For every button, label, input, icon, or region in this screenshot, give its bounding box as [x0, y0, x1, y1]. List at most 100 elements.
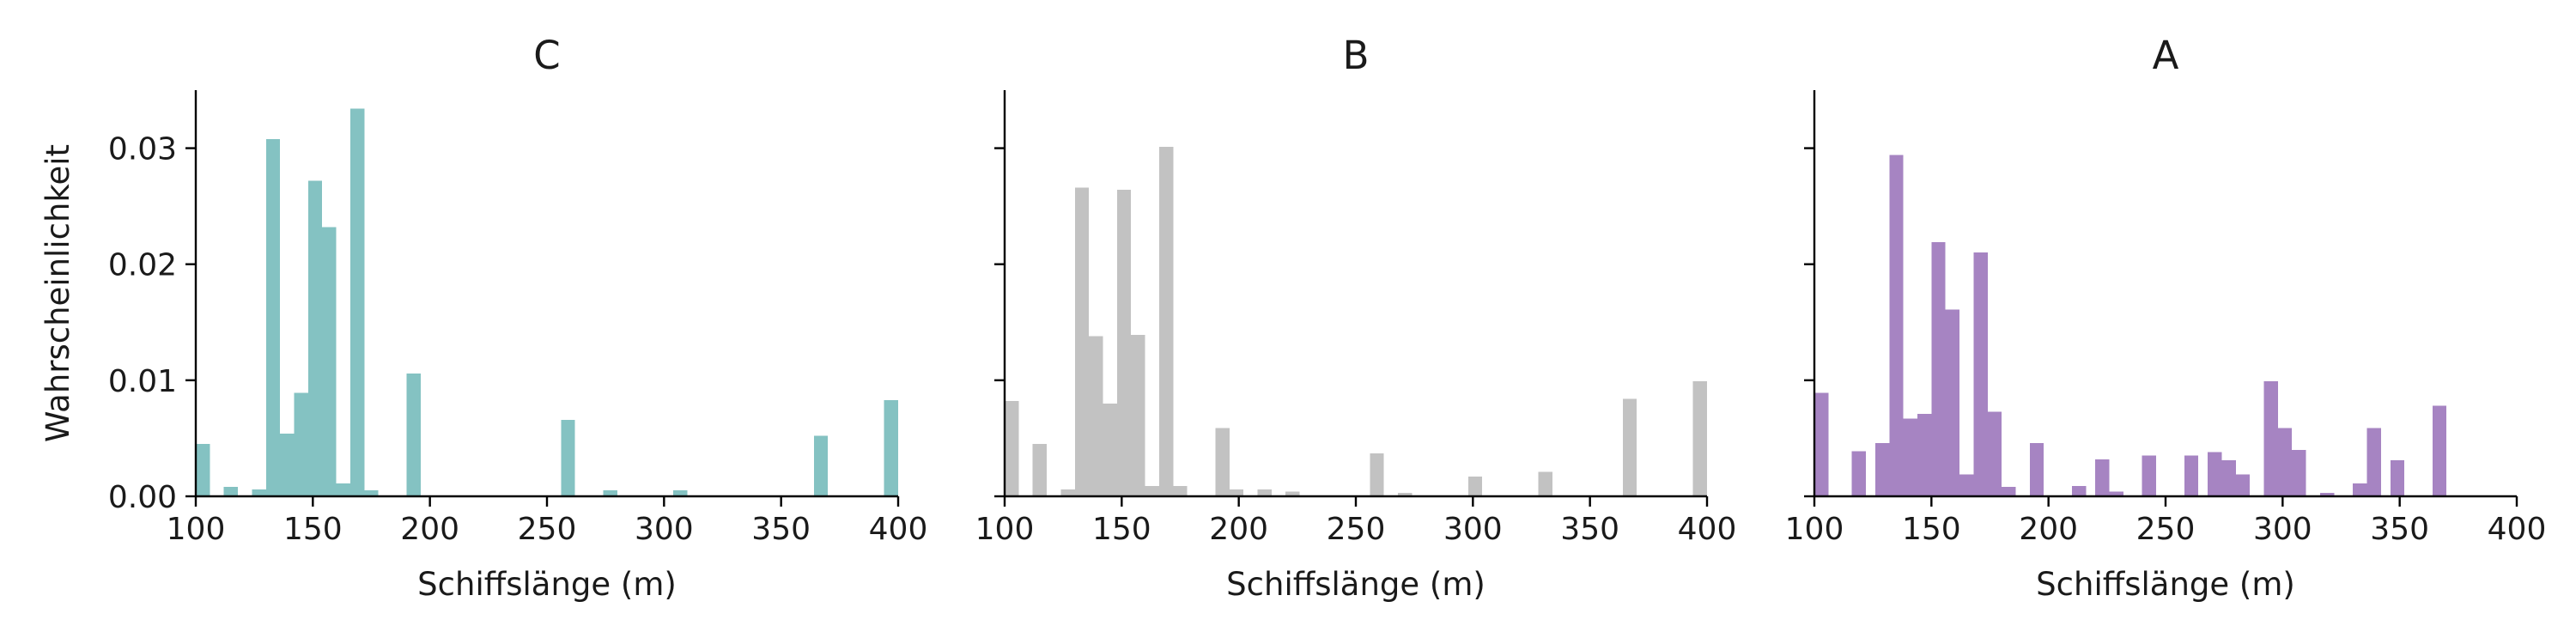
y-tick-label: 0.02: [108, 248, 177, 283]
histogram-bar: [1060, 489, 1075, 496]
panel-title: B: [1343, 33, 1370, 78]
histogram-bar: [2184, 455, 2199, 496]
histogram-bar: [1931, 242, 1946, 496]
x-axis-label: Schiffslänge (m): [1226, 566, 1485, 603]
histogram-bar: [813, 435, 829, 496]
x-tick-label: 100: [1785, 512, 1844, 547]
histogram-bar: [2029, 442, 2044, 496]
histogram-bar: [1074, 187, 1090, 496]
histogram-bar: [2235, 474, 2251, 496]
histogram-bar: [1215, 428, 1230, 496]
histogram-bar: [1987, 411, 2002, 496]
histogram-bar: [2353, 483, 2367, 496]
histogram-bar: [1032, 444, 1048, 496]
histogram-bar: [1173, 485, 1188, 496]
histogram-bar: [2109, 491, 2123, 496]
histogram-bar: [2002, 487, 2016, 496]
x-tick-label: 200: [400, 512, 459, 547]
histogram-panel-2: 100 150 200 250 300 350 400 B Schiffslänge (m): [975, 33, 1737, 603]
histogram-bar: [1959, 474, 1974, 496]
panel-title: A: [2153, 33, 2179, 78]
histogram-bar: [884, 399, 898, 496]
histogram-bar: [1692, 381, 1707, 496]
histogram-bar: [1903, 418, 1917, 496]
histogram-bar: [2221, 460, 2236, 496]
x-tick-label: 350: [1560, 512, 1619, 547]
histogram-bar: [252, 489, 266, 496]
histogram-panel-3: 100 150 200 250 300 350 400 A Schiffslänge (m): [1785, 33, 2547, 603]
histogram-bar: [2263, 381, 2278, 496]
y-tick-label: 0.01: [108, 364, 177, 399]
x-tick-label: 100: [975, 512, 1035, 547]
x-tick-label: 300: [635, 512, 694, 547]
histogram-bar: [1257, 489, 1272, 496]
panel-title: C: [533, 33, 560, 78]
histogram-bar: [2319, 492, 2335, 496]
histogram-bar: [265, 138, 281, 496]
x-tick-label: 250: [518, 512, 577, 547]
histogram-bar: [1814, 392, 1829, 496]
histogram-bar: [1622, 398, 1637, 496]
x-tick-label: 200: [1209, 512, 1268, 547]
histogram-bar: [2292, 449, 2306, 496]
histogram-bar: [1398, 492, 1413, 496]
x-tick-label: 400: [1678, 512, 1737, 547]
histogram-bar: [364, 490, 379, 496]
histogram-bar: [1145, 485, 1159, 496]
x-tick-label: 150: [283, 512, 343, 547]
x-tick-label: 250: [1327, 512, 1386, 547]
x-tick-label: 300: [2253, 512, 2312, 547]
histogram-bar: [1089, 336, 1103, 496]
histogram-bar: [406, 373, 421, 496]
histogram-bar: [1131, 335, 1145, 496]
histogram-bar: [1945, 309, 1960, 496]
histogram-bar: [1973, 252, 1988, 496]
histogram-bar: [1005, 401, 1019, 496]
histogram-bar: [2095, 459, 2110, 496]
histogram-bar: [1874, 442, 1890, 496]
histogram-bar: [1229, 489, 1244, 496]
y-tick-label: 0.00: [108, 480, 177, 515]
histogram-bar: [280, 434, 295, 496]
x-tick-label: 400: [2488, 512, 2547, 547]
x-axis-label: Schiffslänge (m): [2036, 566, 2295, 603]
x-tick-label: 350: [751, 512, 811, 547]
histogram-bar: [1467, 477, 1483, 496]
histogram-bar: [1158, 147, 1174, 496]
histogram-bar: [1370, 453, 1384, 496]
histogram-bar: [2142, 455, 2157, 496]
histogram-bar: [2390, 460, 2405, 496]
histogram-bar: [196, 444, 210, 496]
x-tick-label: 350: [2370, 512, 2429, 547]
histogram-bar: [2208, 452, 2222, 496]
histogram-bar: [561, 419, 575, 496]
x-tick-label: 150: [1092, 512, 1151, 547]
y-tick-label: 0.03: [108, 132, 177, 167]
histogram-bar: [1917, 414, 1932, 496]
histogram-bar: [336, 483, 350, 496]
histogram-bar: [2277, 428, 2293, 496]
histogram-panel-1: 100 150 200 250 300 350 400 0.00 0.01 0.02 0.03 C Sc…: [39, 33, 927, 603]
x-tick-label: 400: [869, 512, 928, 547]
histogram-bar: [1851, 451, 1866, 496]
x-tick-label: 300: [1443, 512, 1503, 547]
histogram-bar: [307, 180, 323, 496]
histogram-bar: [1103, 403, 1117, 496]
histogram-bar: [1285, 491, 1300, 496]
histogram-bar: [603, 490, 617, 496]
histogram-bar: [1889, 155, 1904, 496]
x-tick-label: 200: [2019, 512, 2078, 547]
histogram-bar: [349, 108, 365, 497]
histogram-bar: [223, 487, 239, 496]
histogram-bar: [2432, 405, 2447, 496]
x-tick-label: 150: [1902, 512, 1961, 547]
histogram-bar: [1538, 471, 1553, 496]
x-tick-label: 100: [167, 512, 226, 547]
histogram-bar: [2071, 485, 2087, 496]
y-axis-label: Wahrscheinlichkeit: [39, 144, 76, 442]
x-axis-label: Schiffslänge (m): [417, 566, 677, 603]
histogram-bar: [322, 227, 337, 496]
histogram-bar: [1116, 190, 1132, 496]
histogram-bar: [673, 490, 688, 496]
